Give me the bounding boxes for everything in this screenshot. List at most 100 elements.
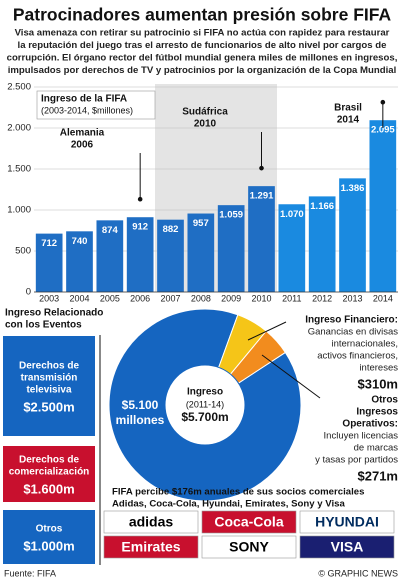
sponsor-logo-box (103, 535, 199, 559)
x-tick-label: 2010 (251, 293, 271, 303)
note-heading: Operativos: (342, 419, 398, 430)
annotation: 2006 (71, 140, 94, 151)
breakdown-box (3, 510, 95, 564)
bar (308, 196, 336, 292)
value-label: 712 (41, 238, 57, 249)
annotation: Alemania (60, 128, 105, 139)
note-amount: $310m (358, 376, 398, 391)
sponsor-logo: Coca-Cola (214, 514, 283, 530)
bar (157, 219, 184, 292)
x-tick-label: 2005 (100, 293, 120, 303)
annotation: Sudáfrica (182, 107, 228, 118)
bar (248, 186, 275, 292)
y-tick-label: 1.500 (7, 164, 31, 175)
annotation: 2014 (337, 115, 360, 126)
value-label: 874 (102, 225, 119, 236)
title: Patrocinadores aumentan presión sobre FI… (13, 5, 392, 25)
x-tick-label: 2011 (282, 293, 301, 303)
note-text: de marcas (354, 443, 399, 454)
x-tick-label: 2006 (130, 293, 150, 303)
value-label: 1.291 (250, 191, 274, 202)
leader-line (247, 321, 287, 341)
value-label: 912 (132, 222, 148, 233)
value-label: 1.070 (280, 209, 304, 220)
breakdown-amount: $1.600m (23, 481, 74, 496)
note-text: internacionales, (331, 339, 398, 350)
breakdown-amount: $1.000m (23, 538, 74, 553)
value-label: 1.386 (341, 183, 365, 194)
value-label: 1.059 (219, 210, 243, 221)
bar (187, 213, 215, 292)
leader-dot (137, 196, 143, 202)
sponsor-text: FIFA percibe $176m anuales de sus socios… (112, 487, 364, 498)
bar (369, 120, 397, 293)
subtitle-line: la reputación del juego tras el arresto … (18, 40, 387, 51)
leader-dot (259, 165, 264, 171)
note-amount: $271m (358, 468, 398, 483)
x-tick-label: 2004 (69, 293, 89, 303)
pie-center-label: Ingreso (187, 387, 223, 398)
note-text: activos financieros, (317, 351, 398, 362)
sponsor-logo-box (201, 510, 297, 534)
y-tick-label: 500 (15, 246, 31, 257)
donut-hole (164, 364, 246, 446)
breakdown-label: comercialización (9, 467, 90, 478)
value-label: 1.166 (310, 201, 334, 212)
sponsor-text: Adidas, Coca-Cola, Hyundai, Emirates, So… (112, 499, 345, 510)
chart-title: Ingreso de la FIFA (41, 94, 127, 105)
pie-center-label: (2011-14) (186, 399, 224, 409)
sponsor-logo: SONY (229, 539, 269, 555)
note-heading: Otros (371, 395, 398, 406)
leader-line (261, 354, 321, 399)
credit: © GRAPHIC NEWS (318, 568, 398, 578)
sponsor-logo-box (201, 535, 297, 559)
section-heading: con los Eventos (5, 320, 82, 331)
x-tick-label: 2003 (39, 293, 59, 303)
sponsor-logo: HYUNDAI (315, 514, 379, 530)
bar (278, 204, 306, 292)
breakdown-label: transmisión (21, 373, 78, 384)
note-text: intereses (359, 363, 398, 374)
breakdown-amount: $2.500m (23, 399, 74, 414)
bar (126, 217, 154, 292)
note-text: y tasas por partidos (315, 455, 398, 466)
y-tick-label: 0 (26, 287, 31, 298)
subtitle-line: corrupción. El órgano rector del fútbol … (7, 53, 398, 64)
sponsor-logo: VISA (331, 539, 364, 555)
note-heading: Ingresos (356, 407, 398, 418)
x-tick-label: 2012 (312, 293, 332, 303)
note-heading: Ingreso Financiero: (305, 315, 398, 326)
subtitle-line: Visa amenaza con retirar su patrocinio s… (15, 28, 390, 39)
bar (35, 233, 63, 292)
section-heading: Ingreso Relacionado (5, 308, 103, 319)
sponsor-logo: Emirates (121, 539, 180, 555)
pie-value-label: $5.100 (122, 398, 159, 412)
breakdown-label: televisiva (26, 385, 71, 396)
chart-title: (2003-2014, $millones) (41, 105, 133, 115)
x-tick-label: 2007 (160, 293, 180, 303)
sponsor-logo-box (299, 535, 395, 559)
bar (339, 178, 366, 292)
source: Fuente: FIFA (4, 568, 56, 578)
x-tick-label: 2008 (191, 293, 211, 303)
breakdown-label: Otros (36, 524, 63, 535)
bar (96, 220, 124, 292)
value-label: 882 (163, 224, 179, 235)
value-label: 2.095 (371, 125, 395, 136)
value-label: 740 (72, 236, 88, 247)
value-label: 957 (193, 218, 209, 229)
bar (217, 205, 245, 292)
breakdown-box (3, 336, 95, 436)
breakdown-label: Derechos de (19, 455, 79, 466)
pie-note: millones (116, 413, 165, 427)
note-text: Ganancias en divisas (308, 327, 399, 338)
subtitle-line: impulsados por derechos de TV y patrocin… (8, 65, 397, 76)
sponsor-logo-box (103, 510, 199, 534)
note-text: Incluyen licencias (324, 431, 399, 442)
pie-center-label: $5.700m (181, 410, 228, 424)
annotation: 2010 (194, 119, 217, 130)
x-tick-label: 2014 (373, 293, 393, 303)
chart-title-box (36, 90, 156, 120)
breakdown-box (3, 446, 95, 502)
